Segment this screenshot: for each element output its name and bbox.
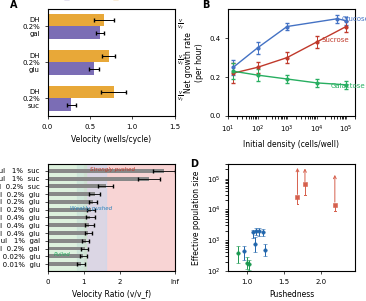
- Y-axis label: Net growth rate
(per hour): Net growth rate (per hour): [184, 32, 203, 93]
- Text: Galactose: Galactose: [331, 83, 365, 89]
- Bar: [84, 164, 175, 271]
- Text: Strongly pushed: Strongly pushed: [90, 167, 135, 172]
- Text: = 1.18 ± 0.12: = 1.18 ± 0.12: [241, 60, 280, 65]
- Bar: [48, 63, 94, 75]
- Bar: [48, 239, 86, 243]
- Bar: [48, 14, 104, 26]
- Bar: [48, 164, 86, 271]
- Bar: [48, 169, 164, 173]
- Bar: [48, 247, 85, 250]
- Bar: [48, 26, 100, 39]
- Bar: [48, 185, 106, 188]
- Text: $\frac{v}{v_f}$: $\frac{v}{v_f}$: [177, 17, 184, 32]
- Bar: [48, 223, 89, 227]
- Bar: [76, 164, 106, 271]
- X-axis label: Velocity Ratio (v/v_f): Velocity Ratio (v/v_f): [71, 290, 151, 299]
- Text: = 1.05 ± 0.19: = 1.05 ± 0.19: [241, 24, 280, 29]
- Bar: [48, 216, 90, 219]
- Bar: [48, 50, 109, 63]
- Bar: [48, 262, 81, 266]
- Bar: [48, 86, 113, 98]
- Bar: [48, 192, 95, 196]
- Text: $\frac{v}{v_f}$: $\frac{v}{v_f}$: [177, 54, 184, 68]
- Text: Pulled: Pulled: [54, 253, 71, 257]
- Y-axis label: Effective population size: Effective population size: [192, 170, 201, 265]
- Bar: [48, 177, 149, 181]
- Bar: [48, 200, 93, 204]
- Text: Glucose: Glucose: [341, 16, 366, 22]
- Text: Sucrose: Sucrose: [322, 37, 350, 43]
- Bar: [48, 208, 91, 212]
- X-axis label: Velocity (wells/cycle): Velocity (wells/cycle): [71, 135, 151, 144]
- Bar: [48, 254, 83, 258]
- Text: B: B: [202, 1, 210, 11]
- Text: = 2.16 ± 0.62: = 2.16 ± 0.62: [241, 96, 280, 101]
- Text: A: A: [10, 1, 17, 11]
- Text: Weakly pushed: Weakly pushed: [70, 206, 112, 211]
- Bar: [48, 231, 88, 235]
- X-axis label: Initial density (cells/well): Initial density (cells/well): [243, 140, 340, 149]
- Text: $\frac{v}{v_f}$: $\frac{v}{v_f}$: [177, 89, 184, 104]
- X-axis label: Pushedness: Pushedness: [269, 290, 314, 299]
- Text: D: D: [190, 159, 198, 169]
- Legend: Fisher velocity, Observed velocity: Fisher velocity, Observed velocity: [61, 0, 172, 2]
- Bar: [48, 98, 71, 111]
